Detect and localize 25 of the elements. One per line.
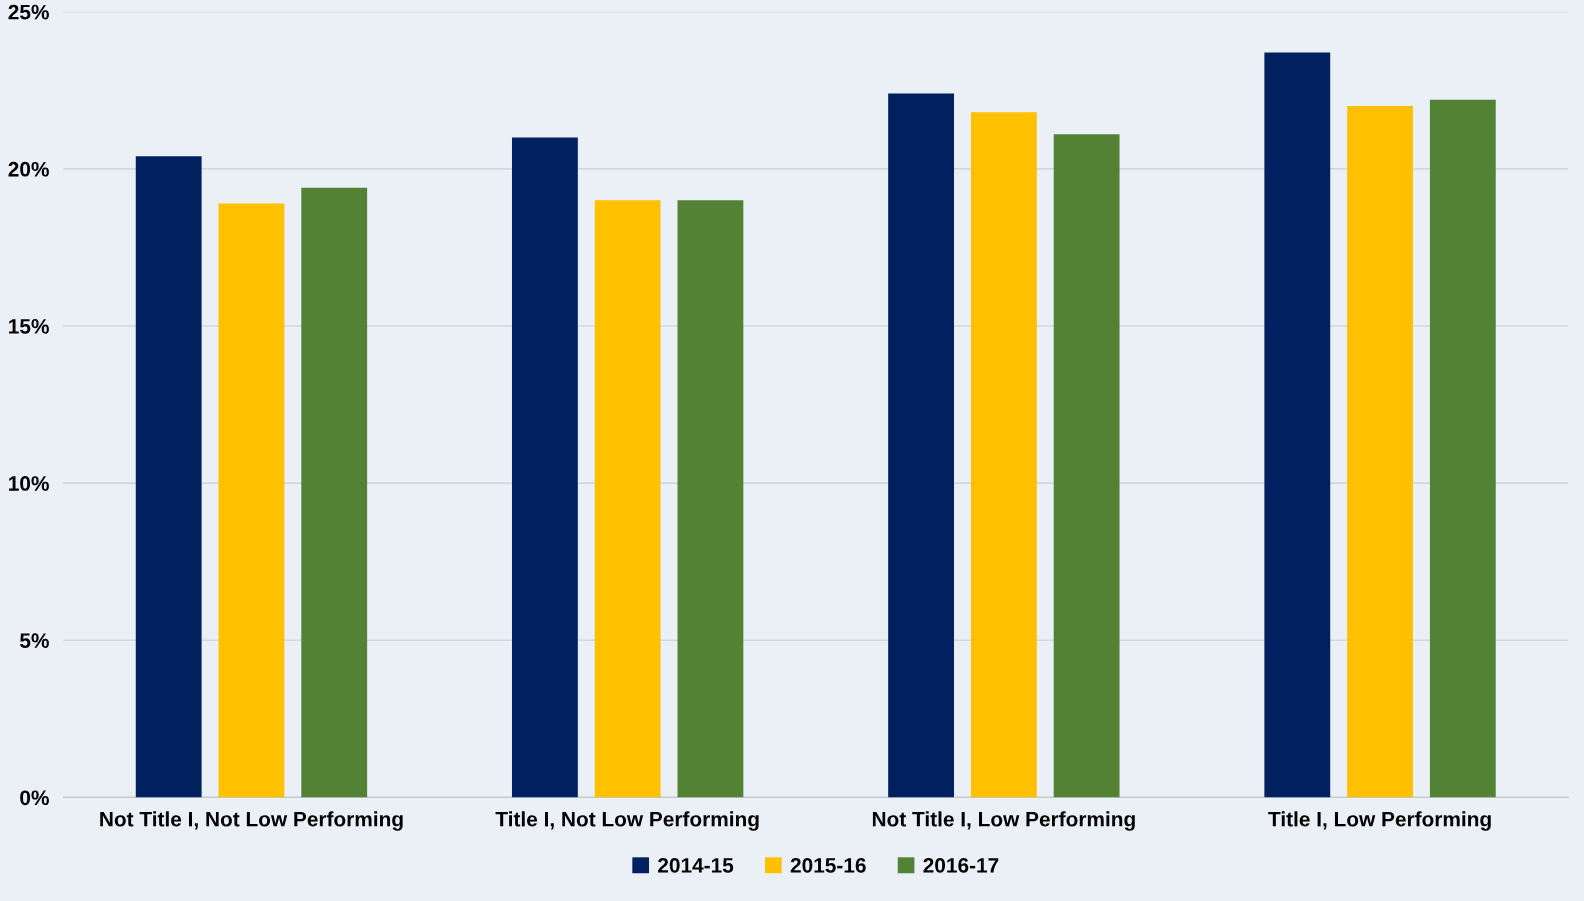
x-tick-label: Not Title I, Not Low Performing (100, 811, 403, 831)
y-tick-label: 10% (9, 476, 49, 491)
x-tick-label: Title I, Not Low Performing (495, 811, 759, 831)
bar (511, 137, 578, 798)
y-tick-label: 5% (20, 633, 49, 648)
bar (1053, 134, 1120, 798)
bar (135, 156, 202, 798)
bar (677, 200, 744, 798)
bar (594, 200, 661, 798)
bar (1429, 99, 1496, 798)
bar (218, 203, 285, 798)
legend-label: 2016-17 (923, 857, 999, 873)
y-tick-label: 20% (8, 161, 49, 177)
bar (1347, 105, 1413, 798)
bar (1264, 52, 1331, 798)
legend-label: 2014-15 (658, 857, 734, 873)
bar (970, 112, 1037, 798)
bar (301, 187, 368, 798)
y-tick-label: 0% (20, 790, 49, 806)
x-tick-label: Not Title I, Low Performing (872, 811, 1135, 831)
x-tick-label: Title I, Low Performing (1268, 811, 1491, 831)
bar (888, 93, 955, 798)
y-tick-label: 15% (9, 319, 49, 334)
y-tick-label: 25% (8, 4, 49, 20)
legend-label: 2015-16 (790, 857, 866, 873)
